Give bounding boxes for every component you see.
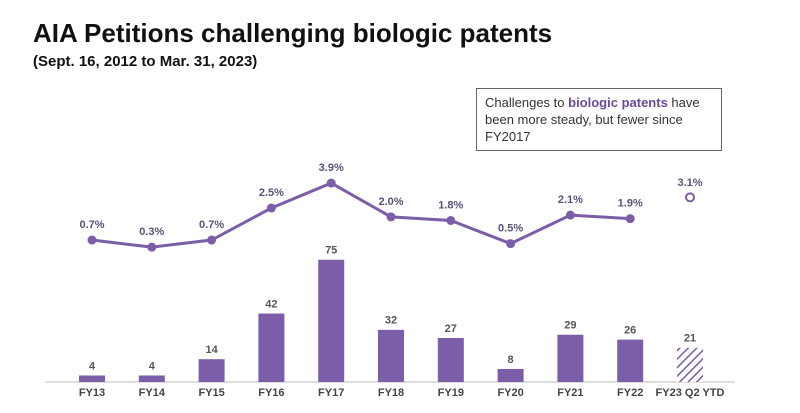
x-tick-label: FY17 [318,387,344,399]
line-value-label: 1.9% [618,198,643,210]
x-tick-label: FY15 [198,387,224,399]
line-value-label: 3.9% [319,162,344,174]
chart-subtitle: (Sept. 16, 2012 to Mar. 31, 2023) [33,53,257,70]
line-value-label: 0.5% [498,223,523,235]
bar [677,347,703,382]
bar-value-label: 14 [205,344,218,356]
annotation-highlight: biologic patents [568,95,668,110]
line-point [625,214,635,224]
bar [318,259,345,382]
x-tick-label: FY16 [258,387,284,399]
line-value-label: 2.0% [378,196,403,208]
line-point [207,235,217,245]
bar [79,375,105,382]
x-tick-label: FY14 [139,387,166,399]
line-point [87,235,97,245]
point-value-label: 3.1% [677,177,702,189]
bar-value-label: 42 [265,298,277,310]
bar-value-label: 32 [385,315,397,327]
x-tick-label: FY19 [438,387,464,399]
x-tick-label: FY21 [557,387,583,399]
bar-value-label: 8 [508,354,514,366]
point [685,192,695,203]
line-value-label: 0.7% [79,219,104,231]
x-tick-label: FY13 [79,387,105,399]
bar-value-label: 27 [445,323,457,335]
line [91,181,631,249]
line-point [386,212,396,222]
x-tick-label: FY23 Q2 YTD [656,387,725,399]
line-point [506,239,516,249]
line-value-label: 2.5% [259,187,284,199]
x-tick-label: FY20 [497,387,523,399]
line-point [446,215,456,225]
bar-value-label: 4 [149,360,156,372]
line-point [147,242,157,252]
bar [617,339,644,382]
line-point [266,203,276,213]
bar [378,329,404,382]
line-value-label: 0.7% [199,219,224,231]
bar [198,359,225,382]
line-value-label: 0.3% [139,226,164,238]
line-value-label: 2.1% [558,194,583,206]
line-point [326,178,336,188]
annotation-text: have been more steady, but fewer since F… [485,95,700,144]
line-value-label: 1.8% [438,199,463,211]
bar-value-label: 21 [684,333,696,345]
bar [258,313,285,382]
x-tick-label: FY18 [378,387,404,399]
bar [437,337,464,382]
bar [138,375,165,382]
bar-value-label: 29 [564,320,576,332]
chart-title: AIA Petitions challenging biologic paten… [33,18,552,48]
annotation: Challenges to biologic patents have been… [476,88,722,151]
bar [497,368,524,382]
line-point [565,210,575,220]
bar-value-label: 75 [325,245,337,257]
bar-value-label: 26 [624,325,636,337]
x-tick-label: FY22 [617,387,643,399]
bar-value-label: 4 [89,360,96,372]
annotation-text: Challenges to [485,95,569,110]
bar [557,334,584,382]
